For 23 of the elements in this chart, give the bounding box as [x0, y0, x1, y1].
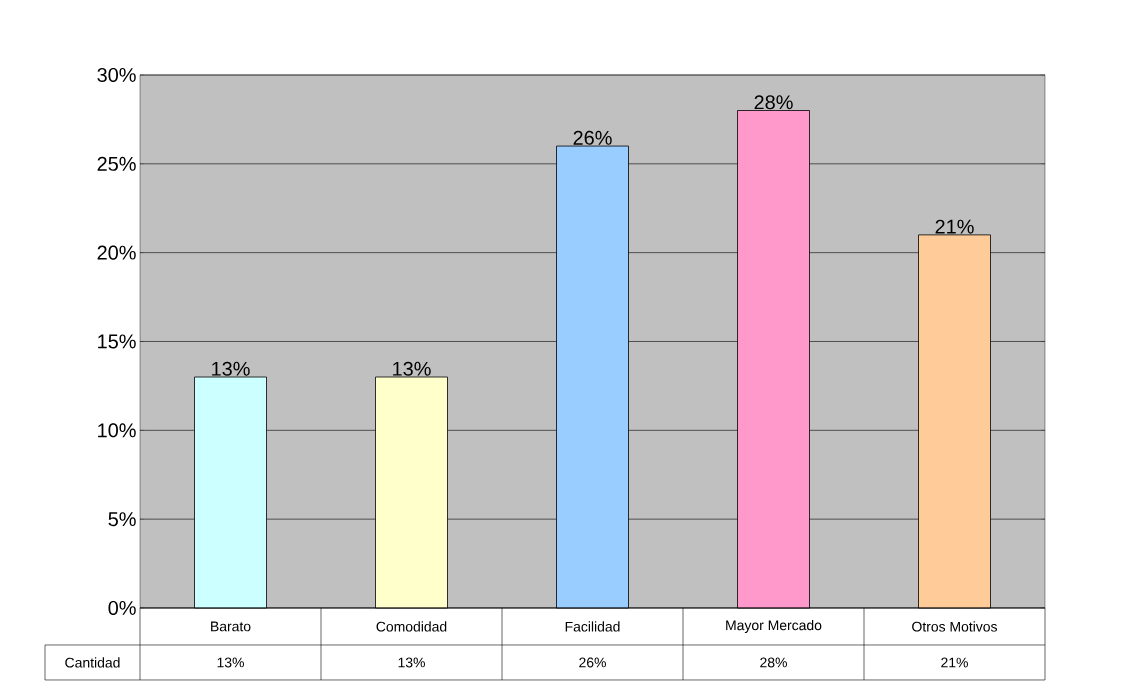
text: 26%	[573, 130, 612, 145]
y-tick-label: 15%	[98, 334, 136, 349]
y-tick-label: 5%	[108, 512, 136, 527]
text: 13%	[393, 361, 431, 376]
y-tick-label: 20%	[97, 245, 136, 260]
data-label: 28%	[760, 657, 787, 668]
y-tick-label: 30%	[97, 67, 136, 83]
x-tick-label: Otros Motivos	[912, 621, 997, 632]
data-label: 26%	[579, 657, 606, 668]
x-tick-label: Barato	[211, 621, 251, 632]
data-label: 13%	[217, 657, 244, 668]
data-label: 13%	[398, 657, 425, 668]
y-tick-label: 10%	[98, 423, 136, 438]
x-tick-label: Facilidad	[565, 621, 620, 632]
text: Cantidad	[65, 657, 120, 668]
data-label: 21%	[941, 657, 968, 668]
text: 13%	[212, 361, 250, 376]
y-tick-label: 25%	[97, 156, 136, 171]
text: 28%	[754, 95, 793, 110]
x-tick-label: Comodidad	[376, 621, 447, 632]
text: 21%	[935, 219, 974, 234]
x-tick-label: Mayor Mercado	[726, 619, 822, 633]
y-tick-label: 0%	[108, 600, 136, 616]
